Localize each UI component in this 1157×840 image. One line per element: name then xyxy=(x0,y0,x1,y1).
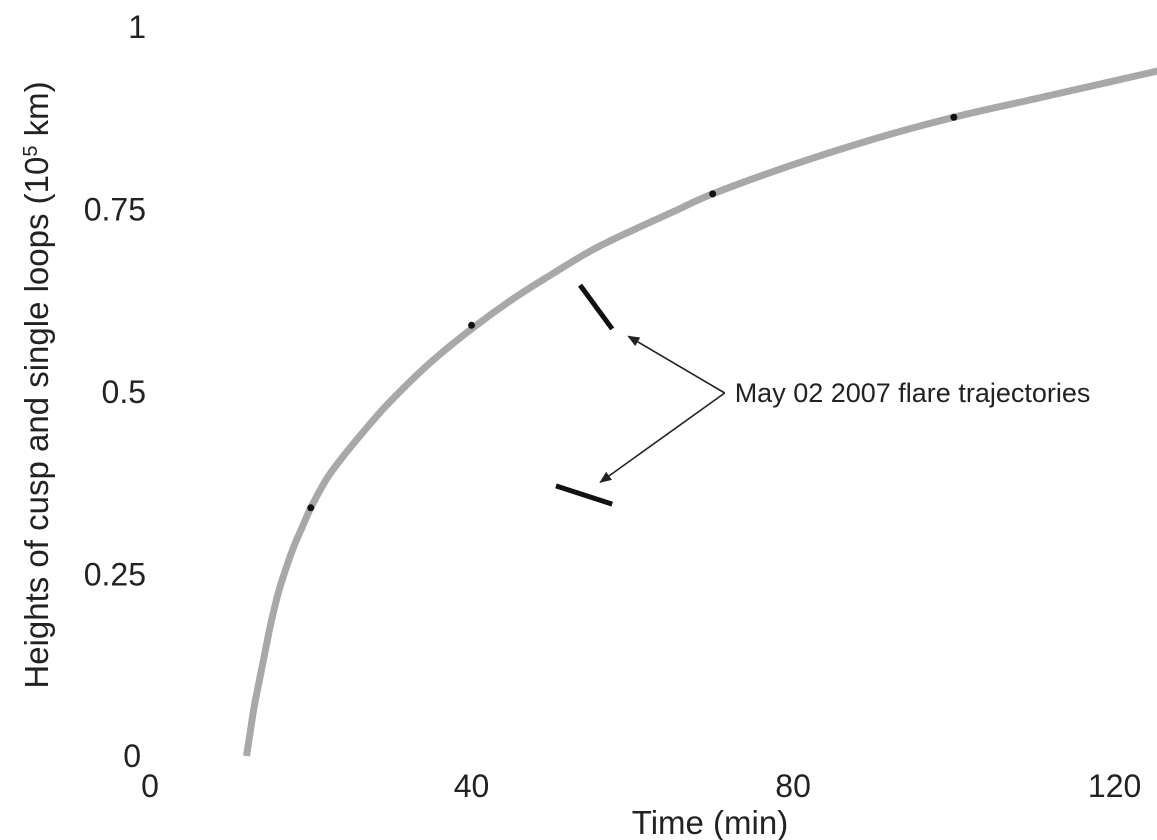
marker-layer xyxy=(307,113,958,512)
y-tick-label: 0 xyxy=(123,738,141,774)
curve-marker-point xyxy=(709,190,717,198)
trajectory-layer xyxy=(555,283,615,507)
y-axis-title-prefix: Heights of cusp and single loops (10 xyxy=(18,157,55,689)
curve-marker-point xyxy=(950,113,958,121)
y-axis-title-exponent: 5 xyxy=(20,146,42,157)
x-tick-label: 0 xyxy=(141,768,159,804)
flare-trajectory-segment xyxy=(578,283,615,331)
y-axis-ticks: 0 0.25 0.5 0.75 1 xyxy=(84,9,146,774)
flare-trajectory-segment xyxy=(555,483,613,507)
curve-marker-point xyxy=(468,321,476,329)
annotation-layer: May 02 2007 flare trajectories xyxy=(599,335,1091,483)
y-axis-title: Heights of cusp and single loops (105 km… xyxy=(18,81,55,688)
y-tick-label: 0.25 xyxy=(84,557,146,593)
height-curve-line xyxy=(243,67,1157,757)
x-tick-label: 40 xyxy=(454,768,490,804)
y-axis-title-suffix: km) xyxy=(18,81,55,145)
curve-marker-point xyxy=(307,504,315,512)
x-tick-label: 80 xyxy=(775,768,811,804)
x-axis-title: Time (min) xyxy=(632,804,788,840)
y-tick-label: 0.75 xyxy=(84,192,146,228)
series-layer xyxy=(243,67,1157,757)
y-tick-label: 0.5 xyxy=(102,374,146,410)
annotation-arrow xyxy=(599,392,726,483)
y-tick-label: 1 xyxy=(128,9,146,45)
annotation-label: May 02 2007 flare trajectories xyxy=(735,378,1091,408)
x-axis-ticks: 0 40 80 120 xyxy=(141,768,1141,804)
x-tick-label: 120 xyxy=(1088,768,1141,804)
annotation-arrow xyxy=(627,335,726,394)
